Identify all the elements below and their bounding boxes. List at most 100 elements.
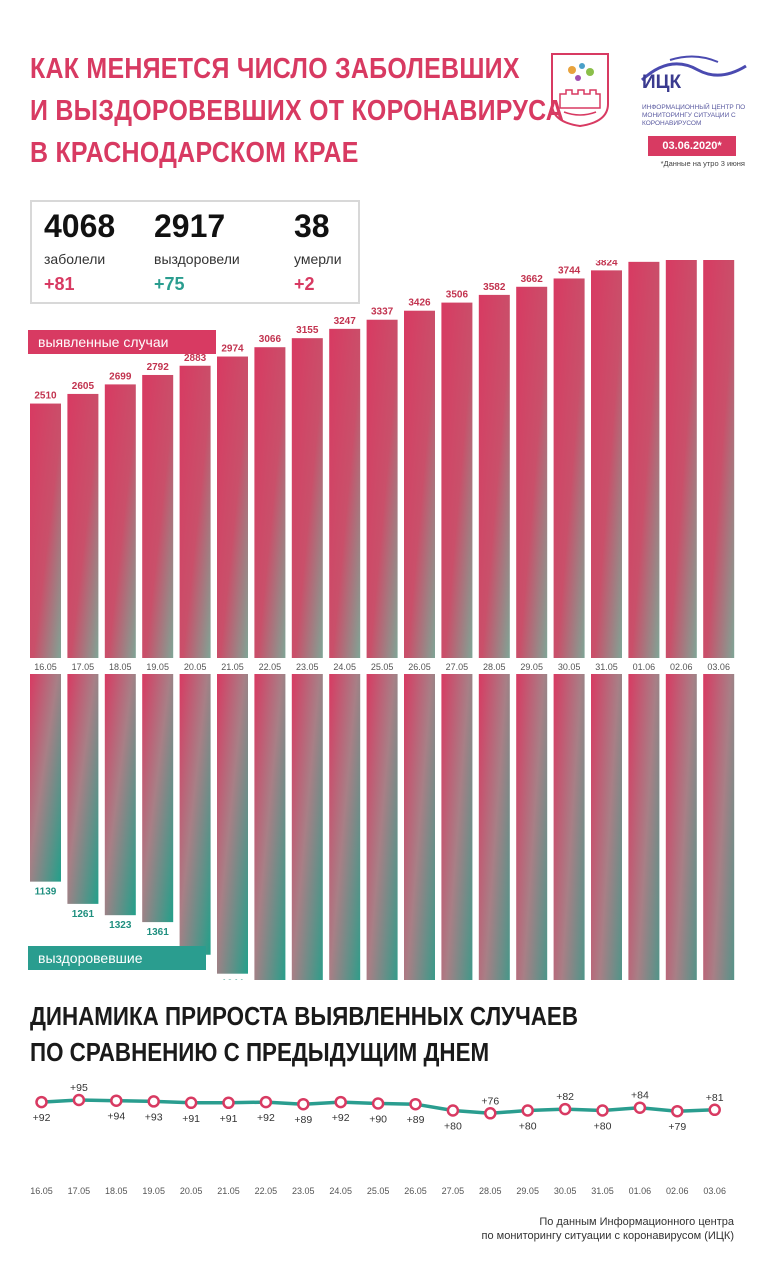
daily-growth-line-chart: +92 16.05 +95 17.05 +94 18.05 +93 19.05 +91 20.05… bbox=[30, 1082, 726, 1196]
growth-chart-title: ДИНАМИКА ПРИРОСТА ВЫЯВЛЕННЫХ СЛУЧАЕВ ПО … bbox=[30, 998, 578, 1070]
date-tick-label: 16.05 bbox=[34, 662, 57, 672]
title-line-1: КАК МЕНЯЕТСЯ ЧИСЛО ЗАБОЛЕВШИХ bbox=[30, 53, 520, 85]
growth-date-tick-label: 27.05 bbox=[442, 1186, 465, 1196]
growth-date-tick-label: 16.05 bbox=[30, 1186, 53, 1196]
growth-point bbox=[521, 1104, 534, 1117]
growth-date-tick-label: 22.05 bbox=[255, 1186, 278, 1196]
recovered-bar bbox=[30, 674, 61, 882]
growth-point bbox=[371, 1097, 385, 1110]
stat-label: заболели bbox=[44, 251, 106, 267]
growth-point bbox=[35, 1095, 48, 1109]
stat-delta: +81 bbox=[44, 274, 75, 294]
cases-bar bbox=[67, 393, 99, 658]
cases-value-label: 3426 bbox=[408, 298, 431, 309]
recovered-bar bbox=[329, 674, 361, 980]
source-note: По данным Информационного центра по мони… bbox=[474, 1215, 734, 1243]
date-tick-label: 30.05 bbox=[558, 662, 581, 672]
recovered-bar bbox=[67, 674, 99, 904]
cases-bar bbox=[516, 286, 548, 658]
date-tick-label: 21.05 bbox=[221, 662, 244, 672]
cases-value-label: 3506 bbox=[446, 290, 469, 301]
growth-value-label: +92 bbox=[33, 1112, 51, 1124]
growth-value-label: +80 bbox=[519, 1121, 537, 1133]
growth-date-tick-label: 21.05 bbox=[217, 1186, 240, 1196]
growth-point bbox=[596, 1104, 609, 1117]
recovered-series-label: выздоровевшие bbox=[28, 946, 206, 970]
growth-date-tick-label: 26.05 bbox=[404, 1186, 427, 1196]
date-tick-label: 27.05 bbox=[446, 662, 469, 672]
growth-value-label: +92 bbox=[257, 1112, 275, 1124]
growth-point bbox=[147, 1095, 160, 1108]
growth-date-tick-label: 29.05 bbox=[516, 1186, 539, 1196]
recovered-bar bbox=[179, 674, 211, 955]
growth-point bbox=[259, 1095, 273, 1109]
growth-date-tick-label: 23.05 bbox=[292, 1186, 315, 1196]
cases-bar bbox=[628, 261, 660, 658]
date-tick-label: 26.05 bbox=[408, 662, 431, 672]
recovered-bar bbox=[591, 674, 622, 980]
recovered-value-label: 1644 bbox=[221, 979, 244, 980]
cases-value-label: 2699 bbox=[109, 371, 132, 382]
growth-value-label: +80 bbox=[444, 1121, 462, 1133]
date-tick-label: 17.05 bbox=[72, 662, 95, 672]
recovered-bar bbox=[291, 674, 323, 980]
cases-bar bbox=[30, 403, 61, 658]
recovered-value-label: 1139 bbox=[35, 887, 57, 898]
growth-point bbox=[72, 1093, 86, 1107]
date-tick-label: 24.05 bbox=[333, 662, 356, 672]
stat-delta: +2 bbox=[294, 274, 315, 294]
cases-bar bbox=[329, 328, 361, 658]
growth-value-label: +80 bbox=[594, 1121, 612, 1133]
date-tick-label: 18.05 bbox=[109, 662, 132, 672]
recovered-bar bbox=[254, 674, 286, 980]
date-tick-label: 25.05 bbox=[371, 662, 394, 672]
growth-point bbox=[409, 1097, 422, 1111]
recovered-value-label: 1361 bbox=[147, 927, 170, 938]
date-tick-label: 02.06 bbox=[670, 662, 693, 672]
date-tick-label: 03.06 bbox=[707, 662, 730, 672]
growth-date-tick-label: 03.06 bbox=[703, 1186, 726, 1196]
date-tick-label: 20.05 bbox=[184, 662, 207, 672]
recovered-bar bbox=[665, 674, 697, 980]
recovered-value-label: 1323 bbox=[109, 920, 132, 931]
growth-date-tick-label: 02.06 bbox=[666, 1186, 689, 1196]
cases-bar bbox=[217, 356, 248, 658]
recovered-bar bbox=[441, 674, 473, 980]
cases-bar bbox=[553, 278, 585, 658]
growth-value-label: +76 bbox=[481, 1095, 499, 1107]
recovered-bar bbox=[217, 674, 248, 974]
cases-value-label: 3662 bbox=[521, 274, 544, 285]
stat-value: 2917 bbox=[154, 208, 226, 244]
growth-point bbox=[484, 1107, 497, 1120]
recovered-bar bbox=[553, 674, 585, 980]
growth-value-label: +84 bbox=[631, 1090, 649, 1102]
growth-title-line-1: ДИНАМИКА ПРИРОСТА ВЫЯВЛЕННЫХ СЛУЧАЕВ bbox=[30, 1001, 578, 1031]
date-tick-label: 31.05 bbox=[595, 662, 618, 672]
cases-value-label: 3066 bbox=[259, 334, 282, 345]
growth-date-tick-label: 30.05 bbox=[554, 1186, 577, 1196]
cases-bar bbox=[179, 365, 211, 658]
date-tick-label: 01.06 bbox=[633, 662, 656, 672]
growth-date-tick-label: 24.05 bbox=[329, 1186, 352, 1196]
cases-value-label: 3337 bbox=[371, 307, 394, 318]
growth-date-tick-label: 18.05 bbox=[105, 1186, 128, 1196]
date-tick-label: 28.05 bbox=[483, 662, 506, 672]
stat-value: 4068 bbox=[44, 208, 116, 244]
growth-value-label: +95 bbox=[70, 1082, 88, 1094]
stat-label: умерли bbox=[294, 251, 342, 267]
recovered-bar bbox=[703, 674, 735, 980]
cases-bar bbox=[142, 374, 174, 658]
growth-date-tick-label: 25.05 bbox=[367, 1186, 390, 1196]
recovered-bar bbox=[104, 674, 136, 916]
growth-value-label: +93 bbox=[145, 1111, 163, 1123]
recovered-value-label: 1261 bbox=[72, 909, 95, 920]
growth-point bbox=[633, 1101, 647, 1114]
cases-bar bbox=[703, 260, 735, 659]
growth-date-tick-label: 19.05 bbox=[142, 1186, 165, 1196]
cases-bar bbox=[404, 310, 435, 658]
stat-value: 38 bbox=[294, 208, 330, 244]
date-tick-label: 29.05 bbox=[520, 662, 543, 672]
growth-point bbox=[110, 1094, 123, 1107]
cases-recovered-bar-chart: 2510 16.05 1139 2605 17.05 1261 2699 18.05 1323 2… bbox=[30, 260, 735, 980]
growth-point bbox=[222, 1096, 235, 1110]
